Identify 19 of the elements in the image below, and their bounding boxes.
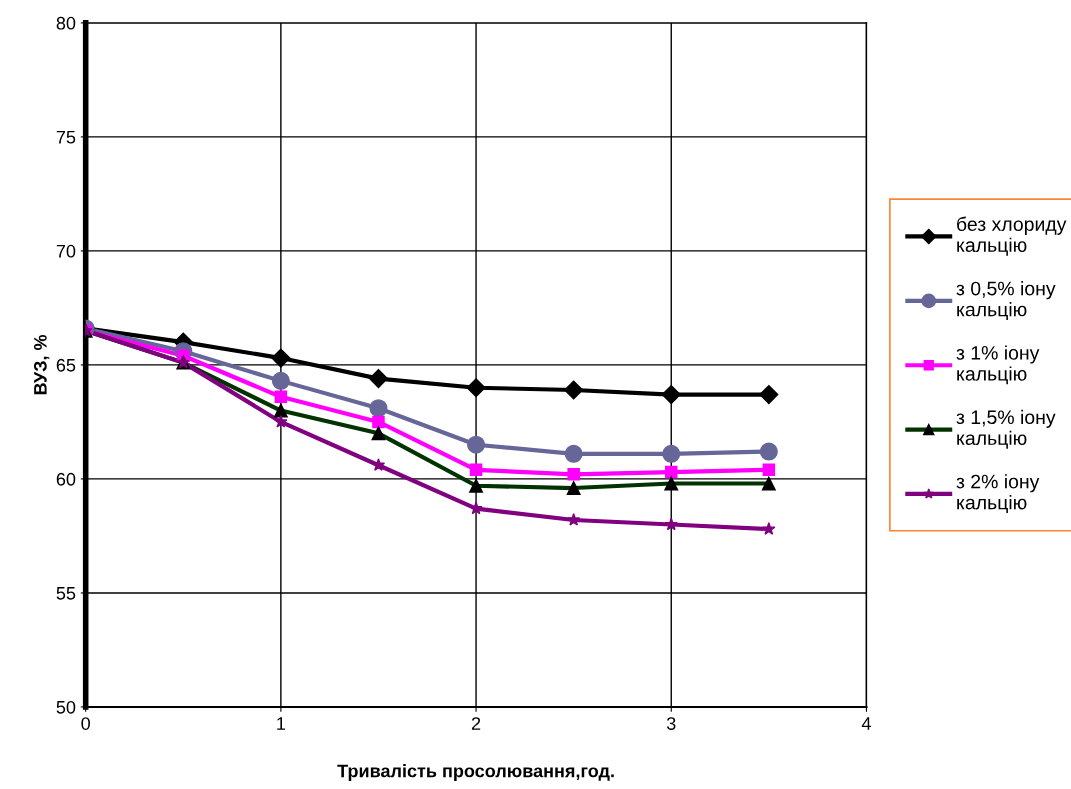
y-tick-label: 55 <box>56 587 76 600</box>
x-tick-label: 0 <box>81 717 90 730</box>
legend-label: з 1% іону кальцію <box>956 345 1040 385</box>
x-tick-label: 3 <box>666 717 676 730</box>
y-tick-label: 70 <box>56 244 76 258</box>
x-axis-title: Тривалість просолювання,год. <box>337 764 614 781</box>
x-tick-label: 4 <box>861 717 871 730</box>
legend-label: з 0,5% іону кальцію <box>956 281 1056 321</box>
y-tick-label: 80 <box>56 16 76 30</box>
legend-label: з 2% іону кальцію <box>956 474 1040 514</box>
x-tick-label: 2 <box>471 717 481 730</box>
x-tick-label: 1 <box>277 717 286 730</box>
y-tick-label: 50 <box>56 700 76 714</box>
y-tick-label: 75 <box>56 131 76 144</box>
y-tick-label: 60 <box>56 472 76 486</box>
y-tick-label: 65 <box>56 358 76 372</box>
legend-label: з 1,5% іону кальцію <box>956 409 1056 449</box>
legend-label: без хлориду кальцію <box>957 216 1067 256</box>
y-axis-title: ВУЗ, % <box>33 334 50 395</box>
